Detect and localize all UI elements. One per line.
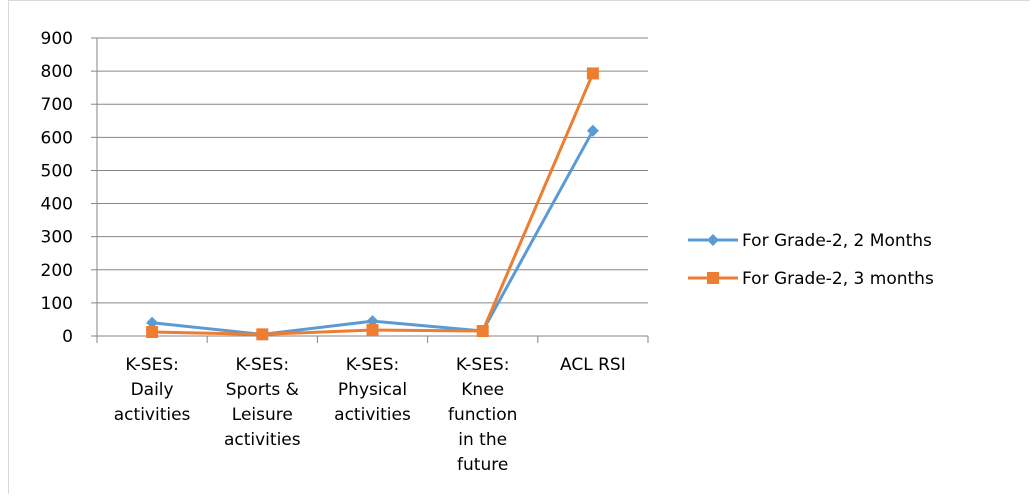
legend: For Grade-2, 2 Months For Grade-2, 3 mont… [688,231,934,289]
y-tick-label: 0 [62,327,73,347]
legend-marker [707,234,719,246]
data-point [146,316,159,329]
axes [91,37,649,343]
x-category-label: ACL RSI [560,355,626,375]
y-tick-label: 400 [41,195,73,215]
data-point [146,326,159,339]
x-category-label: K-SES: Daily activities [114,355,191,425]
y-tick-label: 600 [41,128,73,148]
gridlines [97,37,648,304]
x-category-label: K-SES: Sports & Leisure activities [224,355,301,450]
legend-label: For Grade-2, 3 months [742,269,934,289]
y-axis-ticks: 0 100 200 300 400 500 600 700 800 900 [41,29,73,347]
y-tick-label: 700 [41,95,73,115]
y-tick-label: 200 [41,261,73,281]
series-lines [146,67,599,341]
legend-label: For Grade-2, 2 Months [742,231,932,251]
y-tick-label: 900 [41,29,73,49]
x-axis-categories: K-SES: Daily activities K-SES: Sports & Leisu… [114,355,626,475]
series-line [151,129,595,336]
y-tick-label: 800 [41,62,73,82]
data-point [256,328,269,341]
y-tick-label: 300 [41,228,73,248]
data-point [586,124,599,137]
y-tick-label: 100 [41,294,73,314]
data-point [476,325,489,338]
x-category-label: K-SES: Physical activities [334,355,411,425]
x-category-label: K-SES: Knee function in the future [448,355,517,475]
data-point [586,67,599,80]
chart-frame [8,0,1030,494]
legend-marker [707,272,719,284]
y-tick-label: 500 [41,161,73,181]
data-point [366,324,379,337]
